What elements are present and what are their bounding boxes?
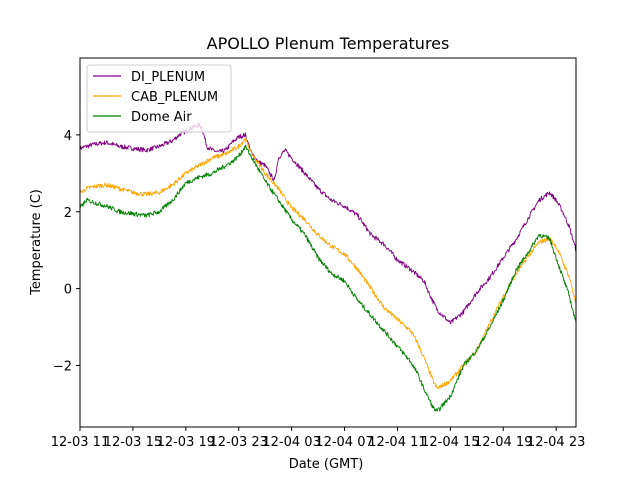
x-tick-label: 12-03 11: [51, 435, 109, 450]
x-tick-label: 12-04 23: [527, 435, 585, 450]
x-tick-label: 12-04 11: [368, 435, 426, 450]
series-line-dome-air: [80, 144, 576, 412]
legend-box: [86, 64, 232, 133]
legend-label-cab-plenum: CAB_PLENUM: [131, 90, 218, 105]
x-tick-label: 12-04 15: [421, 435, 479, 450]
plot-frame: [79, 57, 577, 428]
legend: DI_PLENUM CAB_PLENUM Dome Air: [86, 64, 232, 133]
x-axis-title: Date (GMT): [289, 457, 364, 472]
x-tick-label: 12-03 23: [209, 435, 267, 450]
x-tick-label: 12-04 03: [262, 435, 320, 450]
y-axis-title: Temperature (C): [29, 189, 44, 296]
x-tick-label: 12-04 19: [474, 435, 532, 450]
legend-label-di-plenum: DI_PLENUM: [131, 70, 205, 85]
series-layer: [80, 122, 576, 412]
series-line-di-plenum: [80, 122, 576, 325]
series-line-cab-plenum: [80, 137, 576, 390]
y-tick-label: −2: [53, 360, 72, 375]
x-tick-label: 12-04 07: [315, 435, 373, 450]
chart-title: APOLLO Plenum Temperatures: [207, 34, 450, 53]
x-tick-label: 12-03 19: [157, 435, 215, 450]
legend-label-dome-air: Dome Air: [131, 110, 192, 125]
y-tick-label: 4: [64, 129, 72, 144]
y-tick-label: 2: [64, 206, 72, 221]
y-tick-label: 0: [64, 283, 72, 298]
x-tick-label: 12-03 15: [104, 435, 162, 450]
